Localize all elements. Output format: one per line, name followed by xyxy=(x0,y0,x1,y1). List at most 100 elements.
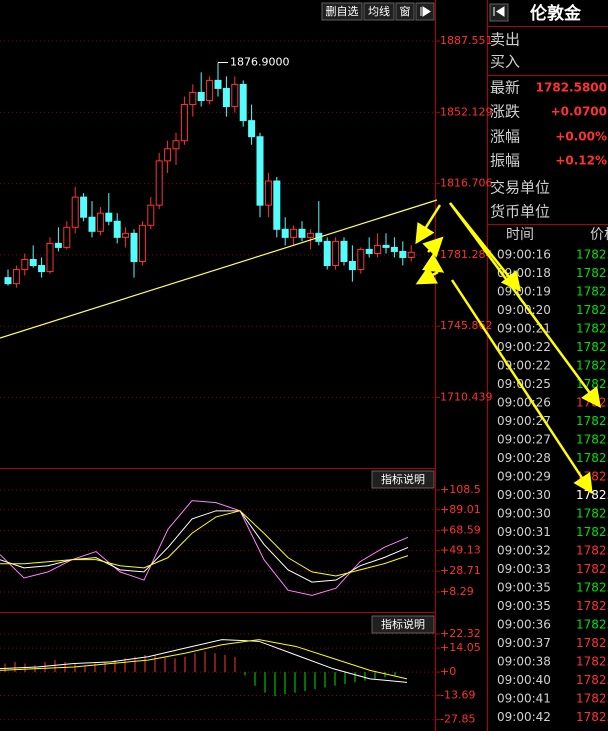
quote-row-value: 1782.5800 xyxy=(536,81,607,95)
y-tick-label: +68.59 xyxy=(440,524,481,537)
candle-body xyxy=(382,244,390,248)
tick-time: 09:00:20 xyxy=(497,303,551,317)
arrows xyxy=(415,202,601,495)
quote-row-value: +0.12% xyxy=(555,154,607,168)
tick-time: 09:00:33 xyxy=(497,562,551,576)
tick-time: 09:00:25 xyxy=(497,377,551,391)
tick-price: 1782.58 xyxy=(576,710,608,724)
y-tick-label: +49.13 xyxy=(440,543,481,556)
tick-price: 1782.54 xyxy=(576,655,608,669)
toolbar-icon xyxy=(420,6,431,17)
tick-price: 1782.46 xyxy=(576,285,608,299)
quote-row-label: 卖出 xyxy=(490,31,520,49)
tick-price: 1782.42 xyxy=(576,451,608,465)
tick-time: 09:00:42 xyxy=(497,710,551,724)
indicator-line xyxy=(0,639,408,680)
y-tick-label: +108.5 xyxy=(440,483,481,496)
y-tick-label: +28.71 xyxy=(440,564,481,577)
candle-body xyxy=(332,240,340,267)
candle-body xyxy=(273,180,281,230)
candle-body xyxy=(12,269,20,285)
tick-price: 1782.51 xyxy=(576,618,608,632)
tick-price: 1782.45 xyxy=(576,303,608,317)
candle-body xyxy=(80,196,88,218)
tick-price: 1782.49 xyxy=(576,581,608,595)
candle-body xyxy=(239,83,247,122)
tick-time: 09:00:35 xyxy=(497,599,551,613)
tick-price: 1782.47 xyxy=(576,266,608,280)
candle-body xyxy=(231,83,239,108)
y-tick-label: 1781.284 xyxy=(440,248,493,261)
tick-price: 1782.44 xyxy=(576,525,608,539)
candle-body xyxy=(21,258,29,271)
tick-time: 09:00:26 xyxy=(497,396,551,410)
column-header: 时间 xyxy=(506,227,534,243)
indicator-line xyxy=(0,500,409,596)
quote-row-label: 买入 xyxy=(490,53,520,71)
candle-body xyxy=(105,212,113,222)
y-tick-label: 1816.706 xyxy=(440,177,493,190)
tick-time: 09:00:32 xyxy=(497,544,551,558)
indicator-button[interactable] xyxy=(371,615,435,634)
candle-body xyxy=(323,240,331,267)
candle-body xyxy=(130,232,138,263)
tick-price: 1782.55 xyxy=(576,673,608,687)
candle-body xyxy=(122,232,130,238)
toolbar-button[interactable] xyxy=(395,2,415,21)
tick-price: 1782.43 xyxy=(576,433,608,447)
candle-body xyxy=(54,242,62,248)
tick-time: 09:00:30 xyxy=(497,488,551,502)
tick-time: 09:00:27 xyxy=(497,433,551,447)
candle-body xyxy=(197,91,205,102)
y-tick-label: +14.05 xyxy=(440,641,481,654)
quote-row-label: 涨幅 xyxy=(490,128,520,146)
candle-body xyxy=(214,79,222,89)
tick-time: 09:00:27 xyxy=(497,414,551,428)
y-tick-label: +0 xyxy=(440,665,456,678)
tick-price: 1782.48 xyxy=(576,248,608,262)
candle-body xyxy=(281,228,289,238)
tick-price: 1782.44 xyxy=(576,414,608,428)
back-icon xyxy=(493,6,505,17)
tick-time: 09:00:22 xyxy=(497,340,551,354)
candle-body xyxy=(180,104,188,142)
tick-time: 09:00:21 xyxy=(497,322,551,336)
tick-time: 09:00:31 xyxy=(497,525,551,539)
toolbar-label: 窗 xyxy=(400,4,411,18)
candle-body xyxy=(298,228,306,238)
candle-body xyxy=(138,224,146,263)
indicator-line xyxy=(0,510,409,583)
candle-body xyxy=(4,277,12,285)
tick-price: 1782.48 xyxy=(576,544,608,558)
candle-body xyxy=(155,160,163,206)
y-tick-label: 1710.439 xyxy=(440,390,493,403)
tick-time: 09:00:30 xyxy=(497,507,551,521)
tick-price: 1782.45 xyxy=(576,507,608,521)
candle-body xyxy=(357,248,365,271)
toolbar-label: 均线 xyxy=(368,4,390,18)
candle-body xyxy=(306,232,314,238)
tick-time: 09:00:38 xyxy=(497,655,551,669)
tick-price: 1782.52 xyxy=(576,599,608,613)
tick-time: 09:00:29 xyxy=(497,470,551,484)
tick-price: 1782.53 xyxy=(576,636,608,650)
candle-body xyxy=(222,87,230,108)
candle-body xyxy=(63,226,71,248)
candle-body xyxy=(46,242,54,273)
toolbar-button[interactable] xyxy=(321,2,363,21)
y-tick-label: +22.32 xyxy=(440,627,481,640)
candle-body xyxy=(348,261,356,271)
candle-body xyxy=(256,136,264,206)
tick-price: 1782.46 xyxy=(576,488,608,502)
toolbar-button[interactable] xyxy=(363,2,395,21)
candle-body xyxy=(248,120,256,138)
candle-body xyxy=(96,212,104,232)
candle-body xyxy=(172,140,180,150)
y-tick-label: +8.29 xyxy=(440,585,474,598)
indicator-line xyxy=(0,639,408,683)
indicator-button[interactable] xyxy=(371,470,435,489)
